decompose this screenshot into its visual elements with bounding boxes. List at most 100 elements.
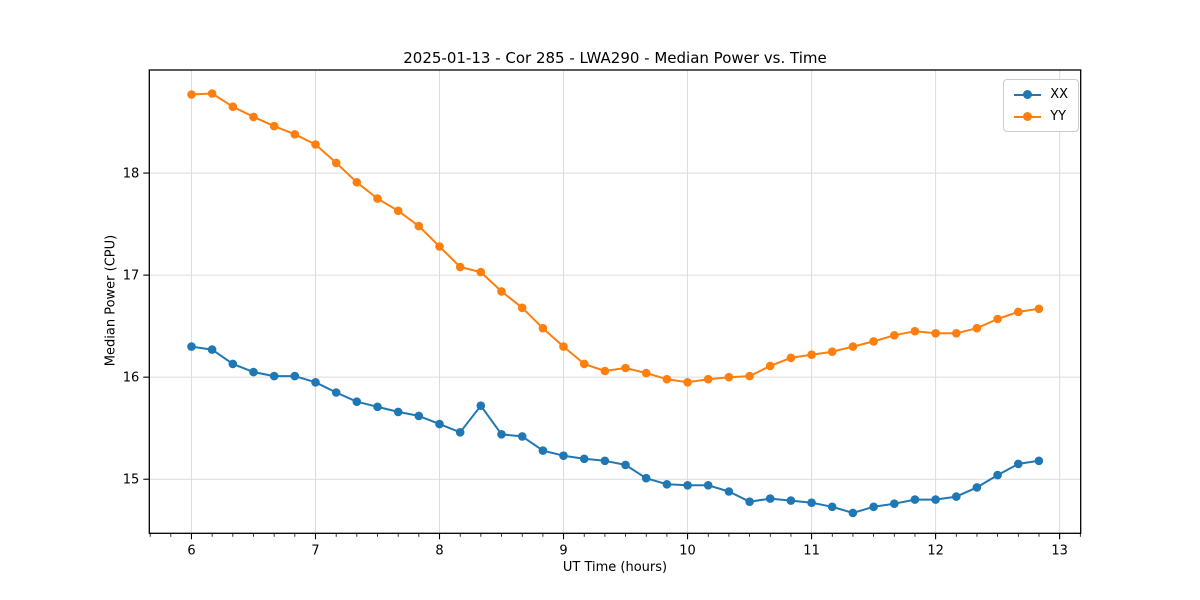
data-point-yy — [662, 374, 672, 384]
x-tick-label: 8 — [435, 543, 443, 558]
plot-border — [148, 69, 1082, 534]
data-point-xx — [331, 388, 341, 397]
data-point-xx — [497, 430, 506, 439]
data-point-xx — [393, 407, 403, 417]
data-point-xx — [972, 483, 982, 492]
data-point-yy — [331, 158, 341, 168]
data-point-xx — [993, 470, 1002, 480]
y-tick-label: 16 — [123, 371, 140, 386]
data-point-xx — [703, 481, 713, 490]
data-point-yy — [1014, 307, 1023, 317]
data-point-yy — [910, 326, 920, 336]
data-point-yy — [249, 112, 258, 122]
legend: XX YY — [1003, 79, 1079, 132]
data-point-xx — [476, 401, 486, 411]
data-point-xx — [745, 497, 754, 507]
legend-dot-icon — [1023, 112, 1033, 121]
data-point-yy — [497, 287, 506, 296]
data-point-yy — [848, 342, 858, 351]
legend-item-yy: YY — [1014, 107, 1068, 126]
data-point-xx — [249, 367, 258, 377]
data-point-xx — [724, 487, 734, 496]
data-point-yy — [993, 314, 1002, 324]
x-axis-label: UT Time (hours) — [562, 560, 668, 575]
data-point-yy — [414, 221, 424, 231]
data-point-yy — [476, 267, 486, 277]
data-point-xx — [621, 460, 630, 470]
data-point-xx — [910, 495, 920, 504]
data-point-yy — [517, 303, 527, 313]
data-point-yy — [683, 378, 692, 387]
x-tick-label: 12 — [927, 543, 944, 558]
data-point-xx — [352, 397, 362, 407]
data-point-yy — [724, 372, 734, 382]
data-point-xx — [517, 432, 527, 441]
data-point-yy — [931, 329, 940, 338]
data-point-xx — [207, 345, 217, 354]
data-point-yy — [311, 140, 320, 149]
x-tick-label: 11 — [803, 543, 820, 558]
data-point-yy — [393, 206, 403, 216]
data-point-yy — [703, 374, 713, 384]
data-point-yy — [1034, 304, 1044, 314]
legend-line-marker-xx — [1014, 89, 1042, 100]
data-point-yy — [228, 102, 238, 111]
data-point-xx — [414, 411, 424, 421]
legend-line-marker-yy — [1014, 111, 1042, 122]
x-tick-label: 13 — [1051, 543, 1068, 558]
data-point-yy — [827, 347, 837, 357]
data-point-yy — [972, 323, 982, 333]
data-point-xx — [187, 342, 196, 351]
data-point-xx — [579, 454, 589, 464]
data-point-yy — [538, 323, 548, 333]
data-point-yy — [455, 262, 465, 272]
data-point-yy — [952, 329, 961, 338]
data-point-yy — [786, 353, 796, 363]
data-point-xx — [890, 499, 899, 509]
data-point-yy — [207, 89, 217, 98]
legend-label-yy: YY — [1050, 109, 1067, 124]
data-point-yy — [890, 331, 899, 340]
x-tick-label: 10 — [679, 543, 696, 558]
data-point-yy — [621, 363, 630, 373]
y-tick-label: 15 — [123, 473, 140, 488]
data-point-xx — [455, 428, 465, 437]
legend-label-xx: XX — [1050, 87, 1068, 102]
data-point-xx — [683, 481, 692, 490]
data-point-yy — [600, 366, 610, 376]
data-point-yy — [641, 368, 651, 378]
legend-dot-icon — [1023, 90, 1033, 99]
data-point-xx — [435, 419, 444, 429]
data-point-yy — [559, 342, 568, 351]
legend-item-xx: XX — [1014, 85, 1068, 104]
data-point-xx — [786, 496, 796, 505]
data-point-xx — [641, 473, 651, 483]
data-point-xx — [1014, 459, 1023, 469]
y-tick-label: 18 — [123, 167, 140, 182]
data-point-yy — [187, 90, 196, 99]
series-line-yy — [191, 92, 1040, 384]
data-point-yy — [435, 242, 444, 251]
data-point-xx — [269, 371, 279, 381]
data-point-xx — [1034, 456, 1044, 466]
data-point-yy — [807, 350, 816, 360]
data-point-xx — [559, 451, 568, 461]
data-point-yy — [290, 130, 300, 139]
data-point-xx — [952, 492, 961, 501]
data-point-xx — [228, 359, 238, 369]
data-point-xx — [600, 456, 610, 466]
data-point-xx — [807, 498, 816, 508]
data-point-yy — [352, 178, 362, 187]
series-line-xx — [191, 345, 1040, 514]
data-point-yy — [745, 371, 754, 381]
chart-title: 2025-01-13 - Cor 285 - LWA290 - Median P… — [403, 49, 827, 67]
data-point-yy — [269, 121, 279, 131]
data-point-yy — [373, 194, 382, 203]
data-point-xx — [931, 495, 940, 504]
data-point-xx — [765, 494, 775, 503]
data-point-yy — [869, 337, 878, 346]
data-point-xx — [848, 508, 858, 518]
data-point-xx — [869, 502, 878, 512]
